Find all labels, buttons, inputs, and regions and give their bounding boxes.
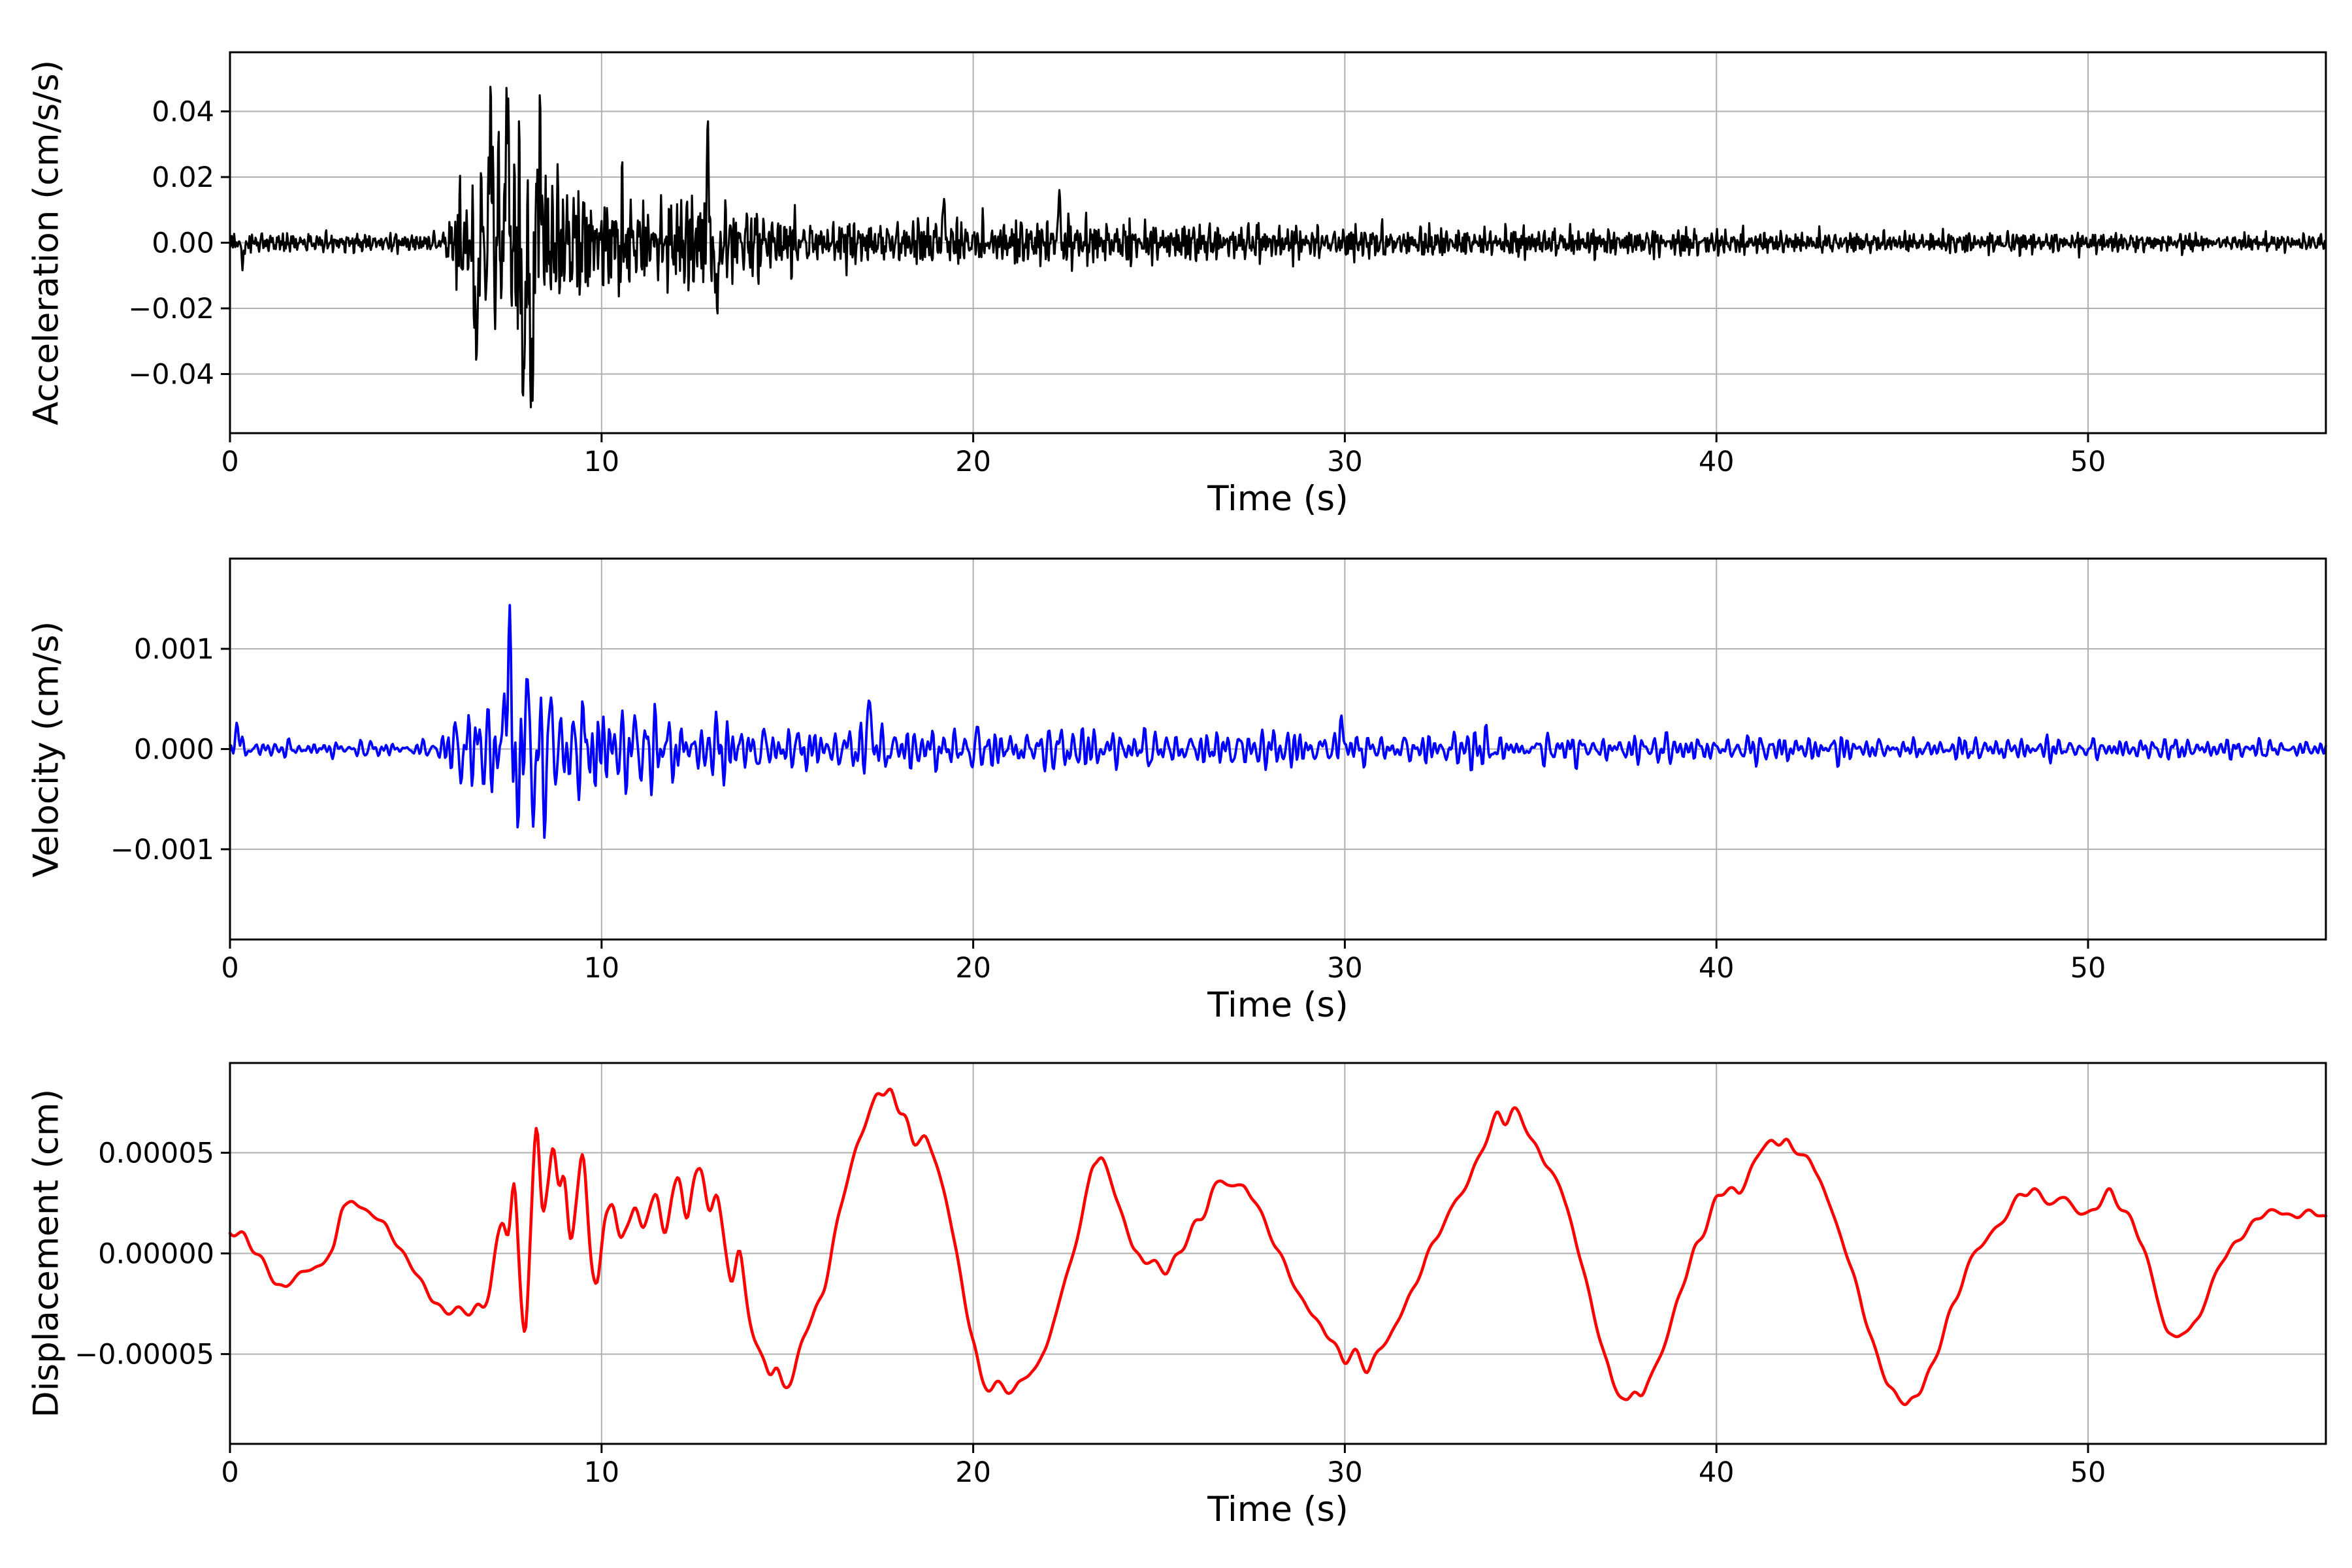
x-tick-label: 50 bbox=[2070, 952, 2106, 985]
acceleration-plot: 0 10 20 30 40 50 0.04 0.02 0.00 −0.02 −0.04 bbox=[128, 51, 2327, 478]
displacement-trace bbox=[228, 1087, 2328, 1407]
x-tick-label: 10 bbox=[583, 1456, 619, 1489]
x-tick-label: 50 bbox=[2070, 446, 2106, 478]
acceleration-x-axis-label: Time (s) bbox=[1207, 479, 1348, 519]
x-tick-label: 10 bbox=[583, 952, 619, 985]
velocity-trace bbox=[229, 604, 2327, 840]
trace bbox=[229, 604, 2327, 840]
x-tick-label: 40 bbox=[1699, 446, 1735, 478]
x-tick-label: 20 bbox=[955, 952, 991, 985]
gridlines bbox=[229, 1063, 2326, 1444]
y-tick-label: 0.02 bbox=[152, 161, 214, 194]
y-tick-label: −0.04 bbox=[128, 359, 214, 391]
displacement-y-axis-label: Displacement (cm) bbox=[26, 1088, 67, 1418]
axis-ticks: 0 10 20 30 40 50 0.001 0.000 −0.001 bbox=[110, 633, 2106, 985]
displacement-x-axis-label: Time (s) bbox=[1207, 1490, 1348, 1529]
y-tick-label: 0.00005 bbox=[98, 1137, 214, 1169]
y-tick-label: 0.000 bbox=[134, 734, 214, 766]
x-tick-label: 40 bbox=[1699, 952, 1735, 985]
plot-border bbox=[229, 557, 2327, 941]
x-tick-label: 20 bbox=[955, 446, 991, 478]
plot-border bbox=[229, 51, 2327, 434]
displacement-plot: 0 10 20 30 40 50 0.00005 0.00000 −0.00005 bbox=[74, 1062, 2328, 1489]
x-tick-label: 30 bbox=[1327, 952, 1363, 985]
x-tick-label: 20 bbox=[955, 1456, 991, 1489]
x-tick-label: 10 bbox=[583, 446, 619, 478]
acceleration-y-axis-label: Acceleration (cm/s/s) bbox=[26, 59, 67, 426]
x-tick-label: 30 bbox=[1327, 1456, 1363, 1489]
y-tick-label: 0.04 bbox=[152, 96, 214, 129]
x-tick-label: 40 bbox=[1699, 1456, 1735, 1489]
trace bbox=[228, 1087, 2328, 1407]
trace bbox=[229, 86, 2327, 408]
acceleration-trace bbox=[229, 86, 2327, 408]
x-tick-label: 50 bbox=[2070, 1456, 2106, 1489]
velocity-plot: 0 10 20 30 40 50 0.001 0.000 −0.001 bbox=[110, 557, 2327, 985]
x-tick-label: 0 bbox=[221, 1456, 238, 1489]
velocity-x-axis-label: Time (s) bbox=[1207, 985, 1348, 1025]
x-tick-label: 30 bbox=[1327, 446, 1363, 478]
y-tick-label: 0.001 bbox=[134, 633, 214, 666]
y-tick-label: 0.00000 bbox=[98, 1238, 214, 1271]
y-tick-label: −0.001 bbox=[110, 834, 214, 866]
plot-border bbox=[229, 1062, 2327, 1445]
x-tick-label: 0 bbox=[221, 952, 238, 985]
axis-ticks: 0 10 20 30 40 50 0.04 0.02 0.00 −0.02 −0.04 bbox=[128, 96, 2106, 479]
y-tick-label: −0.02 bbox=[128, 293, 214, 325]
y-tick-label: −0.00005 bbox=[74, 1339, 214, 1371]
x-tick-label: 0 bbox=[221, 446, 238, 478]
velocity-y-axis-label: Velocity (cm/s) bbox=[26, 621, 67, 877]
axis-ticks: 0 10 20 30 40 50 0.00005 0.00000 −0.00005 bbox=[74, 1137, 2106, 1489]
y-tick-label: 0.00 bbox=[152, 227, 214, 260]
